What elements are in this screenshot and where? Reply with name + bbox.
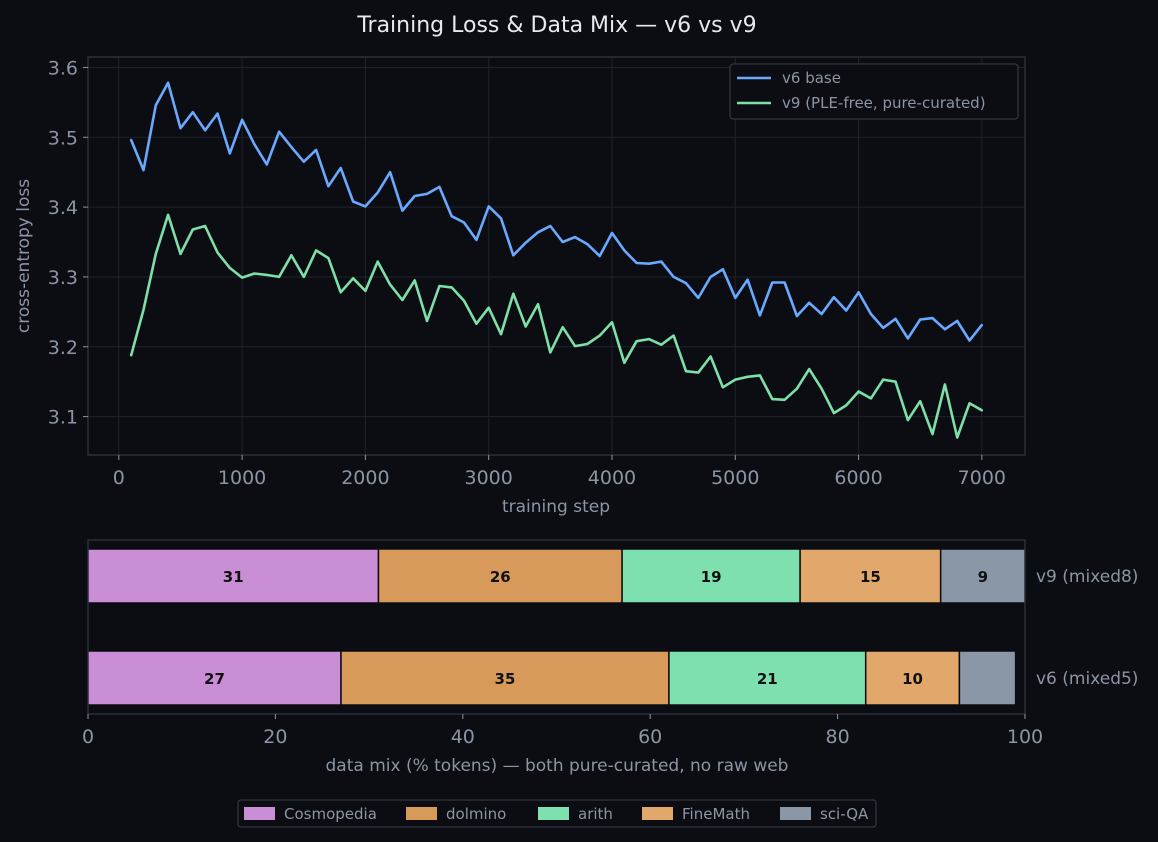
line-y-axis-label: cross-entropy loss <box>14 179 34 333</box>
bar-segment-finemath <box>799 548 942 604</box>
line-y-ticks: 3.1 3.2 3.3 3.4 3.5 3.6 <box>48 57 88 429</box>
x-tick-label: 3000 <box>465 467 513 489</box>
legend-label: v6 base <box>782 69 841 87</box>
bar-category-label: v6 (mixed5) <box>1036 669 1138 689</box>
mix-legend-label: sci-QA <box>820 805 869 823</box>
x-tick-label: 6000 <box>834 467 882 489</box>
line-chart: 0 1000 2000 3000 4000 5000 6000 7000 3.13.23.33… <box>14 56 1026 517</box>
v9-loss-line <box>129 213 984 439</box>
bar-x-tick-label: 40 <box>451 726 475 748</box>
line-plot-frame <box>87 56 1026 456</box>
bar-x-tick-label: 80 <box>826 726 850 748</box>
bar-segments: 31 26 19 15 9 27 35 21 10 <box>87 548 1026 706</box>
y-tick-label: 3.5 <box>48 127 78 149</box>
y-tick-label: 3.3 <box>48 267 78 289</box>
bar-value-label: 21 <box>757 670 778 688</box>
bar-x-ticks: 0 20 40 60 80 100 <box>82 714 1043 748</box>
mix-legend-label: arith <box>578 805 613 823</box>
line-legend: v6 base v9 (PLE-free, pure-curated) <box>729 63 1019 120</box>
mix-legend-swatch <box>538 807 569 820</box>
mix-legend-swatch <box>244 807 275 820</box>
mix-legend-swatch <box>780 807 811 820</box>
figure-title: Training Loss & Data Mix — v6 vs v9 <box>356 13 756 38</box>
line-x-axis-label: training step <box>502 497 610 517</box>
mix-legend-swatch <box>406 807 437 820</box>
y-tick-label: 3.1 <box>48 407 78 429</box>
bar-value-label: 15 <box>860 568 881 586</box>
x-tick-label: 0 <box>113 467 125 489</box>
bar-value-label: 9 <box>978 568 988 586</box>
bar-value-label: 27 <box>204 670 225 688</box>
bar-segment-sci-qa <box>958 650 1017 706</box>
x-tick-label: 4000 <box>588 467 636 489</box>
bar-value-label: 35 <box>495 670 516 688</box>
bar-x-tick-label: 100 <box>1007 726 1043 748</box>
mix-legend-swatch <box>642 807 673 820</box>
bar-x-axis-label: data mix (% tokens) — both pure-curated,… <box>326 756 789 776</box>
x-tick-label: 5000 <box>711 467 759 489</box>
bar-segment-sci-qa <box>939 548 1026 604</box>
bar-category-label: v9 (mixed8) <box>1036 567 1138 587</box>
x-tick-label: 1000 <box>218 467 266 489</box>
bar-segment-dolmino <box>377 548 623 604</box>
bar-plot-frame <box>87 539 1026 715</box>
stacked-bar-chart: 31 26 19 15 9 27 35 21 10 0 20 40 60 80 100 v9 (mixed… <box>82 539 1138 776</box>
bar-value-label: 31 <box>223 568 244 586</box>
v6-loss-line <box>129 81 984 342</box>
y-tick-label: 3.4 <box>48 197 78 219</box>
mix-legend-label: Cosmopedia <box>284 805 377 823</box>
bar-x-tick-label: 60 <box>638 726 662 748</box>
bar-value-label: 10 <box>902 670 923 688</box>
line-series-group <box>129 81 984 439</box>
mix-legend-label: FineMath <box>682 805 750 823</box>
x-tick-label: 2000 <box>341 467 389 489</box>
legend-box <box>729 63 1019 120</box>
bar-segment-arith <box>621 548 801 604</box>
line-x-ticks: 0 1000 2000 3000 4000 5000 6000 7000 <box>113 455 1006 489</box>
mix-legend-label: dolmino <box>446 805 506 823</box>
bar-x-tick-label: 20 <box>263 726 287 748</box>
legend-label: v9 (PLE-free, pure-curated) <box>782 94 986 112</box>
bar-category-labels: v9 (mixed8) v6 (mixed5) <box>1036 567 1138 689</box>
data-mix-legend: Cosmopedia dolmino arith FineMath sci-QA <box>237 799 877 828</box>
bar-value-label: 26 <box>490 568 511 586</box>
y-tick-label: 3.6 <box>48 57 78 79</box>
bar-segment-dolmino <box>340 650 670 706</box>
y-tick-label: 3.2 <box>48 337 78 359</box>
bar-x-tick-label: 0 <box>82 726 94 748</box>
x-tick-label: 7000 <box>958 467 1006 489</box>
bar-segment-cosmopedia <box>87 650 342 706</box>
bar-value-label: 19 <box>701 568 722 586</box>
